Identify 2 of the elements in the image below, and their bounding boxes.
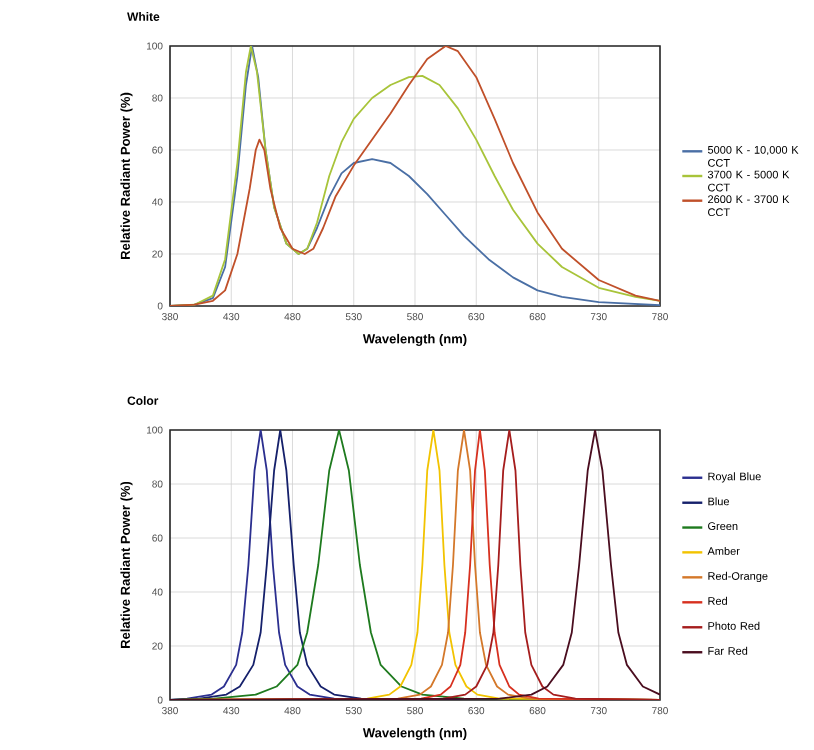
line-series <box>170 46 660 306</box>
line-series <box>170 430 660 700</box>
